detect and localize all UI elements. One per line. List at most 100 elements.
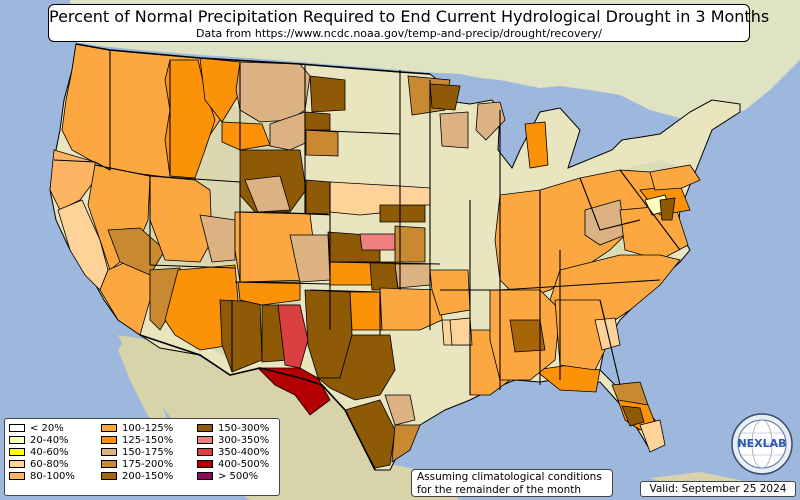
legend-swatch [101,436,117,444]
legend-label: 20-40% [30,434,69,446]
legend-item: 125-150% [101,434,197,446]
legend-swatch [9,436,25,444]
legend-swatch [197,448,213,456]
legend-label: > 500% [218,470,259,482]
legend-item: 200-150% [101,470,197,482]
region-ok-w [329,261,373,286]
region-tx-north [379,287,443,331]
region-wi [439,111,469,149]
legend-swatch [9,484,25,492]
region-tx-panhandle [349,291,383,331]
legend-item: 20-40% [9,434,101,446]
region-mi-n [475,101,506,141]
legend-label: 150-175% [122,446,174,458]
assumption-note-line1: Assuming climatological conditions [417,471,602,483]
legend-swatch [101,424,117,432]
legend-swatch [9,424,25,432]
logo-text: NEXLAB [737,437,786,450]
region-montana-west [199,57,241,123]
globe-icon: NEXLAB [731,413,793,475]
lake-superior [440,84,540,104]
region-arkansas [429,269,471,316]
legend-swatch [101,472,117,480]
region-mojave [107,227,166,276]
legend: < 20% 20-40% 40-60% 60-80% 80-100% 100-1… [4,418,280,496]
legend-label: 80-100% [30,470,75,482]
region-kansas-pink [359,233,396,251]
region-mi [524,121,549,169]
region-tx-west [316,334,396,401]
valid-date: Valid: September 25 2024 [640,481,796,497]
region-new-mexico [237,281,301,306]
legend-label: 300-350% [218,434,270,446]
legend-label: 40-60% [30,446,69,458]
legend-label: 400-500% [218,458,270,470]
legend-item: 175-200% [101,458,197,470]
region-tx-far-west [257,367,331,416]
legend-item: 300-350% [197,434,277,446]
legend-item: 100-125% [101,422,197,434]
legend-item: 80-100% [9,470,101,482]
legend-label: 125-150% [122,434,174,446]
region-ne-lower [649,164,701,191]
region-tx-coast [391,424,421,463]
region-md [659,197,676,221]
drought-regions [49,43,701,469]
region-wyoming-north [221,121,271,151]
legend-label: < 20% [30,422,64,434]
title-box: Percent of Normal Precipitation Required… [48,4,770,42]
legend-item: 60-80% [9,458,101,470]
region-sd2 [305,129,339,157]
assumption-note-line2: for the remainder of the month [417,483,582,496]
region-mn-brown [429,83,461,111]
legend-label: 150-300% [218,422,270,434]
region-nd [309,75,346,113]
legend-label: 175-200% [122,458,174,470]
region-utah-se [199,214,236,263]
region-wyoming-lt [244,175,291,213]
legend-item: 40-60% [9,446,101,458]
legend-swatch [197,460,213,468]
legend-item: 150-300% [197,422,277,434]
region-ms-brown [509,319,546,353]
region-utah [149,175,213,263]
legend-swatch [9,460,25,468]
legend-label: 60-80% [30,458,69,470]
legend-swatch [197,424,213,432]
map-subtitle: Data from https://www.ncdc.noaa.gov/temp… [196,27,602,40]
legend-item [101,482,197,494]
legend-item: > 500% [197,470,277,482]
state-borders [53,50,681,395]
region-ok [369,261,399,291]
legend-item [9,482,101,494]
legend-swatch [101,448,117,456]
region-montana [235,61,311,123]
region-wv [584,199,626,246]
country-border-north [75,43,431,75]
legend-label: 200-150% [122,470,174,482]
region-nm-red [277,304,309,369]
legend-swatch [197,436,213,444]
legend-swatch [9,472,25,480]
legend-swatch [101,460,117,468]
legend-swatch [197,472,213,480]
region-ks-brown [379,204,426,223]
country-border-south [139,334,376,471]
region-kansas-e [394,225,426,263]
assumption-note: Assuming climatological conditions for t… [411,469,613,497]
region-fl-dark [621,405,645,427]
region-al-ga [554,299,611,371]
region-ms-lt [449,317,473,346]
region-montana-east [269,111,313,151]
region-iowa [399,185,431,206]
legend-item: 150-175% [101,446,197,458]
legend-item: 350-400% [197,446,277,458]
region-fl-south [639,419,666,453]
region-sd [304,111,331,131]
region-arizona [164,264,239,351]
legend-swatch [9,448,25,456]
legend-item: 400-500% [197,458,277,470]
map-title: Percent of Normal Precipitation Required… [49,7,770,26]
region-nebraska-n [305,179,331,216]
legend-item: < 20% [9,422,101,434]
